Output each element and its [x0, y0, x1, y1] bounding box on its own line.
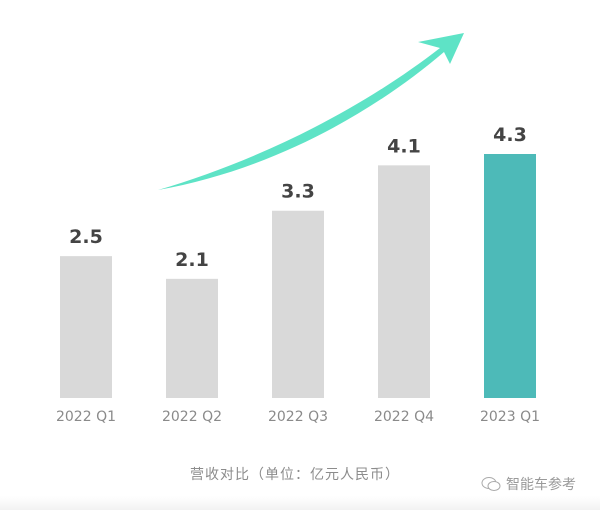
x-tick-label-0: 2022 Q1 [56, 409, 116, 425]
bar-3 [378, 165, 430, 398]
bottom-fade [0, 496, 600, 510]
watermark-text: 智能车参考 [506, 477, 576, 493]
x-tick-label-1: 2022 Q2 [162, 409, 222, 425]
bar-2 [272, 210, 324, 398]
bar-4 [484, 154, 536, 398]
value-label-4: 4.3 [493, 124, 527, 146]
x-tick-label-2: 2022 Q3 [268, 409, 328, 425]
x-tick-label-3: 2022 Q4 [374, 409, 434, 425]
bar-1 [166, 278, 218, 398]
wechat-icon [481, 477, 501, 491]
bar-0 [60, 256, 112, 398]
chart-caption: 营收对比（单位：亿元人民币） [190, 467, 400, 483]
value-label-3: 4.1 [387, 135, 421, 157]
value-label-0: 2.5 [69, 226, 103, 248]
value-label-1: 2.1 [175, 249, 209, 271]
value-label-2: 3.3 [281, 181, 315, 203]
watermark: 智能车参考 [480, 474, 576, 494]
x-tick-label-4: 2023 Q1 [480, 409, 540, 425]
